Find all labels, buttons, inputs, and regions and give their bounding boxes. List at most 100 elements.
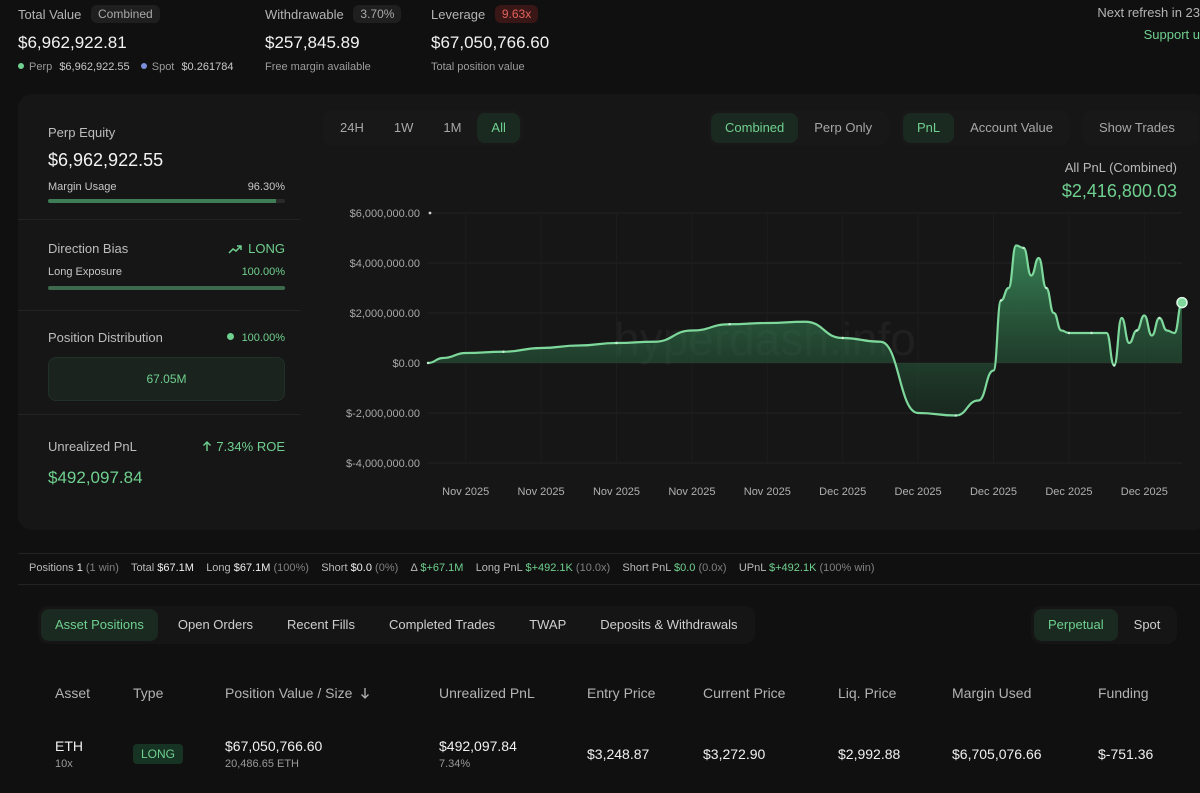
market-perpetual-button[interactable]: Perpetual [1034,609,1118,641]
metric-account-value-button[interactable]: Account Value [970,120,1054,135]
mode-selector: Combined Perp Only [708,110,890,146]
withdrawable-amount: $257,845.89 [265,33,360,52]
x-tick-label: Dec 2025 [895,486,942,498]
distribution-eth-block[interactable]: 67.05M [48,357,285,401]
trending-up-icon [228,244,242,254]
show-trades-toggle: Show Trades [1082,110,1199,146]
support-link[interactable]: Support u [1143,27,1200,42]
position-value: $67,050,766.60 [225,738,323,754]
mode-perp-only-button[interactable]: Perp Only [814,120,873,135]
positions-table: Asset Type Position Value / Size Unreali… [0,660,1200,793]
cell-unrealized-pnl: $492,097.84 7.34% [439,738,517,770]
asset-leverage: 10x [55,758,73,770]
perp-equity-value: $6,962,922.55 [48,150,164,170]
short-label: Short [321,562,348,574]
perp-equity-section: Perp Equity $6,962,922.55 Margin Usage 9… [48,125,285,203]
leverage-label: Leverage [431,7,486,22]
data-point [1158,316,1161,320]
long-value: $67.1M [233,562,271,574]
short-pct: (0%) [375,562,399,574]
spot-dot-icon [140,63,147,69]
tab-completed-trades[interactable]: Completed Trades [388,617,496,632]
y-tick-label: $0.00 [392,358,420,370]
tab-open-orders[interactable]: Open Orders [177,617,254,632]
range-1w-button[interactable]: 1W [393,120,414,135]
leverage-badge: 9.63x [494,5,539,23]
margin-usage-fill [48,199,277,203]
tab-asset-positions[interactable]: Asset Positions [41,609,158,641]
range-24h-button[interactable]: 24H [340,120,364,135]
time-range-selector: 24H 1W 1M All [323,110,523,146]
withdrawable-sub: Free margin available [265,61,371,73]
header-margin-used[interactable]: Margin Used [952,685,1032,701]
left-divider-3 [18,414,300,415]
x-tick-label: Nov 2025 [668,486,715,498]
header-unrealized-pnl[interactable]: Unrealized PnL [439,685,535,701]
latest-point-marker[interactable] [1176,296,1188,309]
x-tick-label: Nov 2025 [442,486,489,498]
header-position-value[interactable]: Position Value / Size [225,685,370,701]
table-row[interactable]: ETH 10x LONG $67,050,766.60 20,486.65 ET… [0,722,1200,793]
distribution-dot-icon [226,332,234,340]
summary-bottom-divider [18,584,1200,585]
total-value-label: Total Value [18,7,82,22]
data-point [728,323,731,326]
positions-count-value: 1 [76,562,83,574]
tab-deposits-withdrawals[interactable]: Deposits & Withdrawals [600,617,738,632]
header-liq-price[interactable]: Liq. Price [838,685,897,701]
positions-win-note: (1 win) [85,562,119,574]
perp-label: Perp [29,61,53,73]
tab-twap[interactable]: TWAP [529,617,567,632]
withdrawable-stat: Withdrawable 3.70% $257,845.89 Free marg… [265,5,402,73]
total-value-amount: $6,962,922.81 [18,33,127,52]
x-tick-label: Dec 2025 [819,486,866,498]
x-tick-label: Dec 2025 [1045,486,1092,498]
data-point [954,414,957,417]
mode-combined-button[interactable]: Combined [711,113,799,143]
perp-spot-breakdown: Perp $6,962,922.55 Spot $0.261784 [18,61,233,73]
header-funding[interactable]: Funding [1098,685,1149,701]
margin-used-cell: $6,705,076.66 [952,746,1042,762]
range-all-button[interactable]: All [477,113,520,143]
long-pnl-label: Long PnL [475,562,523,574]
header-current-price[interactable]: Current Price [703,685,786,701]
spot-value: $0.261784 [181,61,234,73]
margin-usage-label: Margin Usage [48,181,117,193]
data-point [999,299,1003,302]
perp-equity-label: Perp Equity [48,125,116,140]
data-point [1112,364,1116,367]
long-exposure-value: 100.00% [241,266,285,278]
header-position-value-label: Position Value / Size [225,685,353,701]
cell-position-value: $67,050,766.60 20,486.65 ETH [225,738,322,770]
chart-header: All PnL (Combined) $2,416,800.03 [1062,160,1177,202]
roe-value: 7.34% ROE [216,439,285,454]
header-entry-price[interactable]: Entry Price [587,685,656,701]
chart-x-axis: Nov 2025 Nov 2025 Nov 2025 Nov 2025 Nov 2025… [442,486,1168,498]
data-point [1135,329,1138,332]
range-1m-button[interactable]: 1M [443,120,462,135]
position-distribution-value: 100.00% [241,331,285,344]
metric-pnl-button[interactable]: PnL [903,113,955,143]
data-point [1090,331,1093,335]
combined-badge: Combined [90,5,160,23]
show-trades-button[interactable]: Show Trades [1099,120,1175,135]
market-spot-button[interactable]: Spot [1133,617,1161,632]
data-point [1045,286,1048,290]
x-tick-label: Dec 2025 [1121,486,1168,498]
tab-recent-fills[interactable]: Recent Fills [287,617,355,632]
x-tick-label: Nov 2025 [744,486,791,498]
refresh-timer: Next refresh in 23 [1097,5,1200,20]
x-tick-label: Dec 2025 [970,486,1017,498]
current-price-cell: $3,272.90 [703,746,766,762]
leverage-amount: $67,050,766.60 [431,33,550,52]
liq-price-cell: $2,992.88 [838,746,901,762]
long-exposure-fill [48,286,285,290]
spot-label: Spot [151,61,175,73]
delta-label: Δ [410,562,418,574]
header-asset[interactable]: Asset [55,685,91,701]
entry-price-cell: $3,248.87 [587,746,650,762]
long-exposure-bar [48,286,285,290]
long-label: Long [206,562,231,574]
header-type[interactable]: Type [133,685,164,701]
data-point [502,350,505,353]
